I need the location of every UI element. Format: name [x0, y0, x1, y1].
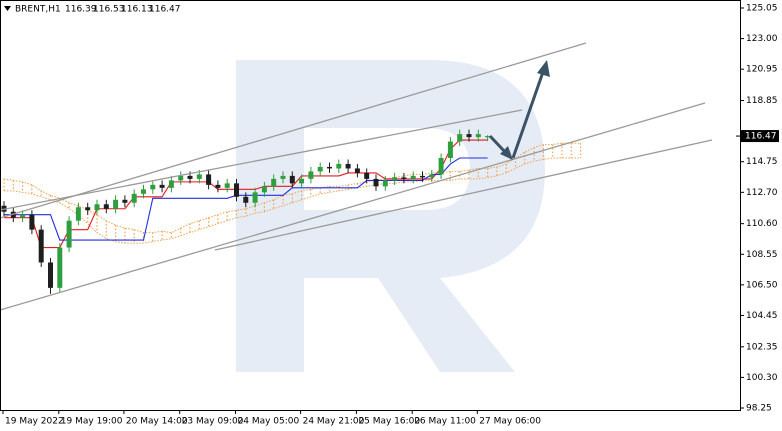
- candle-body: [94, 204, 100, 211]
- candle-body: [85, 207, 91, 211]
- candle-body: [206, 174, 212, 185]
- y-tick-label: 108.55: [746, 250, 778, 260]
- candle-body: [10, 211, 16, 218]
- x-tick-label: 26 May 11:00: [414, 417, 476, 427]
- candle-body: [373, 178, 379, 187]
- cloud-edge: [4, 157, 581, 244]
- y-tick-label: 104.45: [746, 311, 778, 321]
- candle-body: [392, 177, 398, 181]
- candle-body: [187, 175, 193, 179]
- candle-body: [429, 174, 435, 178]
- candle-body: [57, 247, 63, 288]
- candle-body: [29, 214, 35, 230]
- candle-body: [410, 175, 416, 179]
- last-price-label: 116.47: [745, 132, 777, 142]
- ohlc-high: 116.53: [93, 5, 125, 15]
- candle-body: [382, 180, 388, 187]
- candle-body: [354, 168, 360, 173]
- candle-body: [178, 175, 184, 181]
- x-tick-label: 24 May 05:00: [238, 417, 300, 427]
- y-tick-label: 125.05: [746, 4, 778, 14]
- candle-body: [345, 163, 351, 169]
- candle-body: [168, 180, 174, 188]
- candle-body: [234, 183, 239, 197]
- candle-body: [150, 184, 156, 190]
- candle-body: [252, 192, 258, 203]
- x-tick-label: 27 May 06:00: [479, 417, 541, 427]
- candle-body: [466, 134, 472, 138]
- y-tick-label: 106.50: [746, 280, 778, 290]
- x-tick-label: 24 May 21:00: [303, 417, 365, 427]
- y-tick-label: 123.00: [746, 34, 778, 44]
- candle-body: [261, 186, 267, 193]
- candle-body: [447, 141, 453, 158]
- x-tick-label: 20 May 14:00: [126, 417, 188, 427]
- header: BRENT,H1 116.39 116.53 116.13 116.47: [4, 5, 181, 15]
- candle-body: [299, 178, 305, 184]
- y-tick-label: 110.60: [746, 219, 778, 229]
- candle-body: [113, 199, 119, 209]
- candle-body: [475, 134, 481, 138]
- cloud-edge: [3, 142, 581, 234]
- x-tick-label: 25 May 16:00: [358, 417, 420, 427]
- ohlc-close: 116.47: [149, 5, 181, 15]
- y-tick-label: 112.70: [746, 188, 778, 198]
- candle-body: [103, 204, 109, 209]
- candle-body: [271, 178, 277, 187]
- indicator-line: [4, 139, 488, 249]
- candle-body: [66, 220, 72, 248]
- candle-body: [20, 214, 26, 218]
- x-tick-label: 23 May 09:00: [182, 417, 244, 427]
- forecast-arrows: [488, 60, 550, 160]
- candle-body: [224, 183, 230, 188]
- candle-body: [401, 177, 407, 179]
- y-tick-label: 98.25: [746, 404, 772, 414]
- x-tick-label: 19 May 19:00: [61, 417, 123, 427]
- y-tick-label: 100.30: [746, 373, 778, 383]
- candle-body: [420, 175, 425, 178]
- candle-body: [243, 196, 249, 203]
- candle-body: [141, 189, 146, 194]
- candle-body: [215, 184, 221, 188]
- trend-lines: [0, 42, 713, 311]
- candle-body: [308, 171, 314, 179]
- candle-body: [364, 172, 370, 179]
- plot-frame: [0, 0, 741, 411]
- ohlc-low: 116.13: [121, 5, 153, 15]
- x-tick-label: 19 May 2022: [5, 417, 64, 427]
- candle-body: [438, 158, 444, 175]
- candle-body: [122, 199, 128, 203]
- y-tick-label: 114.75: [746, 157, 778, 167]
- y-tick-label: 118.85: [746, 96, 778, 106]
- candle-body: [159, 184, 165, 188]
- ohlc-open: 116.39: [65, 5, 97, 15]
- y-tick-label: 120.95: [746, 65, 778, 75]
- candle-body: [336, 163, 342, 169]
- candle-body: [75, 207, 81, 221]
- candle-body: [48, 262, 53, 288]
- candle-body: [38, 229, 44, 263]
- candle-body: [280, 175, 286, 179]
- y-tick-label: 102.35: [746, 342, 778, 352]
- candle-body: [485, 136, 491, 138]
- last-price-box: [741, 130, 779, 143]
- candle-body: [196, 174, 202, 179]
- candle-body: [457, 134, 463, 142]
- candle-body: [327, 166, 332, 169]
- symbol: BRENT,H1: [15, 5, 61, 15]
- watermark: [236, 60, 545, 372]
- candle-body: [289, 175, 295, 184]
- plot-area: [1, 129, 582, 294]
- candle-body: [317, 166, 323, 172]
- candle-body: [131, 193, 137, 203]
- menu-triangle: [4, 6, 11, 11]
